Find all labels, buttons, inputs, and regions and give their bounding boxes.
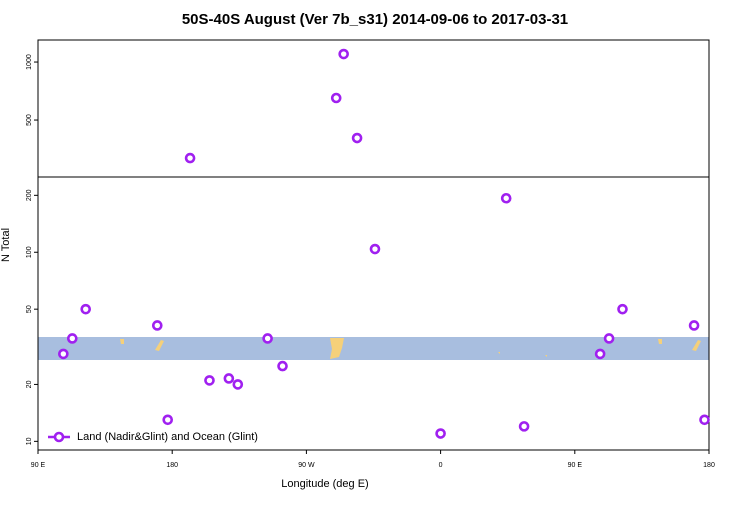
data-point <box>184 152 196 164</box>
data-point <box>66 333 78 344</box>
data-point <box>617 303 628 315</box>
data-point <box>688 320 700 331</box>
data-point <box>435 428 446 439</box>
data-point <box>223 373 235 384</box>
data-point <box>204 375 215 386</box>
y-tick-label: 10 <box>26 437 33 445</box>
x-tick-label: 90 E <box>31 462 46 469</box>
plot-frame <box>37 39 710 178</box>
data-point <box>162 414 174 426</box>
data-point <box>699 414 710 426</box>
chart-title: 50S-40S August (Ver 7b_s31) 2014-09-06 t… <box>182 11 568 28</box>
data-point <box>603 333 615 344</box>
x-tick-label: 90 E <box>568 462 583 469</box>
y-tick-label: 200 <box>26 189 33 201</box>
data-point <box>330 92 342 104</box>
data-point <box>232 379 244 390</box>
ocean-band <box>38 337 709 360</box>
data-point <box>151 320 163 331</box>
map-strip <box>38 337 709 360</box>
data-point <box>500 192 512 204</box>
x-axis-label: Longitude (deg E) <box>281 478 368 490</box>
y-tick-label: 20 <box>26 380 33 388</box>
data-point <box>338 48 349 60</box>
y-tick-label: 50 <box>26 305 33 313</box>
legend-label: Land (Nadir&Glint) and Ocean (Glint) <box>77 431 258 443</box>
x-tick-label: 180 <box>166 462 178 469</box>
data-point <box>351 132 363 144</box>
y-tick-label: 100 <box>26 246 33 258</box>
data-point <box>277 360 288 372</box>
data-point <box>58 348 69 360</box>
x-tick-label: 90 W <box>298 462 315 469</box>
data-point <box>369 243 381 255</box>
legend-marker <box>53 431 65 443</box>
x-tick-label: 0 <box>439 462 443 469</box>
data-point <box>518 421 530 432</box>
plot-frame <box>37 176 710 451</box>
data-point <box>262 333 273 344</box>
data-point <box>594 348 606 360</box>
data-point <box>80 303 92 315</box>
y-axis-label: N Total <box>0 228 12 262</box>
x-tick-label: 180 <box>703 462 715 469</box>
y-tick-label: 1000 <box>26 54 33 70</box>
y-tick-label: 500 <box>26 114 33 126</box>
